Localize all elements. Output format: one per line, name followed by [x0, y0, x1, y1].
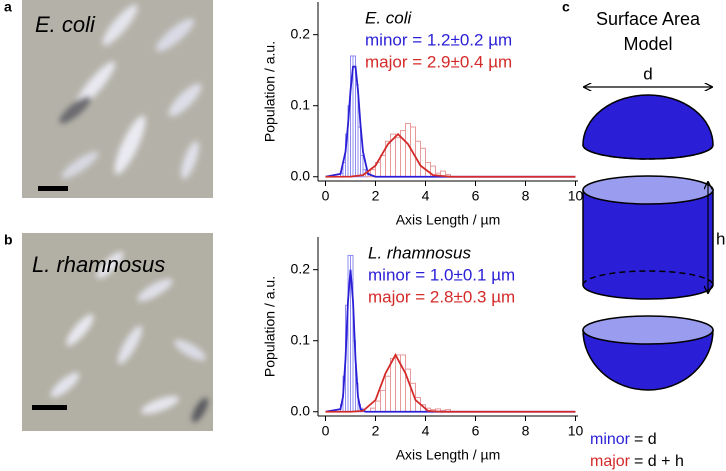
histogram-bar	[357, 126, 361, 178]
cylinder	[582, 175, 714, 300]
micrograph-label: L. rhamnosus	[32, 252, 165, 277]
formula-expr: = d	[634, 431, 657, 448]
series-line	[325, 132, 576, 178]
y-tick-label: 0.1	[291, 96, 311, 112]
histogram-bar	[375, 400, 381, 413]
y-axis-label: Population / a.u.	[262, 276, 278, 377]
formula-expr: = d + h	[634, 453, 684, 470]
micrograph	[22, 233, 213, 431]
x-axis-label: Axis Length / µm	[396, 212, 501, 228]
micrograph	[22, 0, 213, 198]
chart: 0 2 4 6 8 10 0.0 0.1 0.2 Axis Length / µm Populati…	[262, 237, 584, 463]
legend-entry: major = 2.9±0.4 µm	[365, 52, 512, 71]
y-tick-label: 0.1	[291, 331, 311, 347]
x-tick-label: 6	[472, 423, 480, 439]
legend-title: E. coli	[365, 8, 413, 27]
y-tick-label: 0.2	[291, 260, 311, 276]
histogram-bar	[390, 357, 396, 413]
charts: 0 2 4 6 8 10 0.0 0.1 0.2 Axis Length / µm Populati…	[262, 2, 584, 463]
x-tick-label: 8	[522, 423, 530, 439]
x-axis-label: Axis Length / µm	[396, 447, 501, 463]
model-title: Surface Area	[596, 9, 701, 29]
x-tick-label: 0	[322, 423, 330, 439]
x-tick-label: 4	[422, 188, 430, 204]
y-tick-label: 0.0	[291, 402, 311, 418]
y-tick-label: 0.2	[291, 25, 311, 41]
x-tick-label: 2	[372, 423, 380, 439]
y-axis-label: Population / a.u.	[262, 41, 278, 142]
dimension-label: h	[716, 229, 725, 248]
histogram-bar	[400, 354, 406, 413]
x-tick-label: 6	[472, 188, 480, 204]
panel-label: a	[4, 0, 12, 15]
x-tick-label: 10	[568, 188, 584, 204]
x-tick-label: 0	[322, 188, 330, 204]
histogram-bar	[420, 147, 426, 178]
y-tick-label: 0.0	[291, 167, 311, 183]
histogram-bar	[405, 122, 411, 178]
formula-term: minor	[590, 431, 631, 448]
x-tick-label: 2	[372, 188, 380, 204]
legend-entry: minor = 1.0±0.1 µm	[368, 265, 515, 284]
legend-entry: minor = 1.2±0.2 µm	[365, 30, 512, 49]
series-line	[325, 269, 576, 413]
formula: minor = d	[590, 431, 657, 448]
formula-term: major	[590, 453, 631, 470]
histogram-bar	[395, 137, 401, 178]
histogram-bar	[385, 375, 391, 413]
hemisphere-top	[582, 94, 714, 160]
chart: 0 2 4 6 8 10 0.0 0.1 0.2 Axis Length / µm Populati…	[262, 2, 584, 228]
model-title: Model	[623, 34, 672, 54]
histogram-bar	[360, 154, 364, 178]
histogram-bar	[380, 154, 386, 178]
x-tick-label: 8	[522, 188, 530, 204]
legend-entry: major = 2.8±0.3 µm	[368, 287, 515, 306]
legend-title: L. rhamnosus	[368, 243, 471, 262]
dimension-label: d	[643, 64, 652, 83]
x-tick-label: 10	[568, 423, 584, 439]
hemisphere-bottom	[582, 315, 714, 391]
panel-label: c	[562, 0, 570, 15]
series-line	[325, 65, 576, 178]
panel-label: b	[4, 232, 13, 248]
formula: major = d + h	[590, 453, 684, 470]
histogram-bar	[380, 389, 386, 413]
micrograph-label: E. coli	[35, 12, 96, 37]
series-line	[325, 353, 576, 413]
x-tick-label: 4	[422, 423, 430, 439]
